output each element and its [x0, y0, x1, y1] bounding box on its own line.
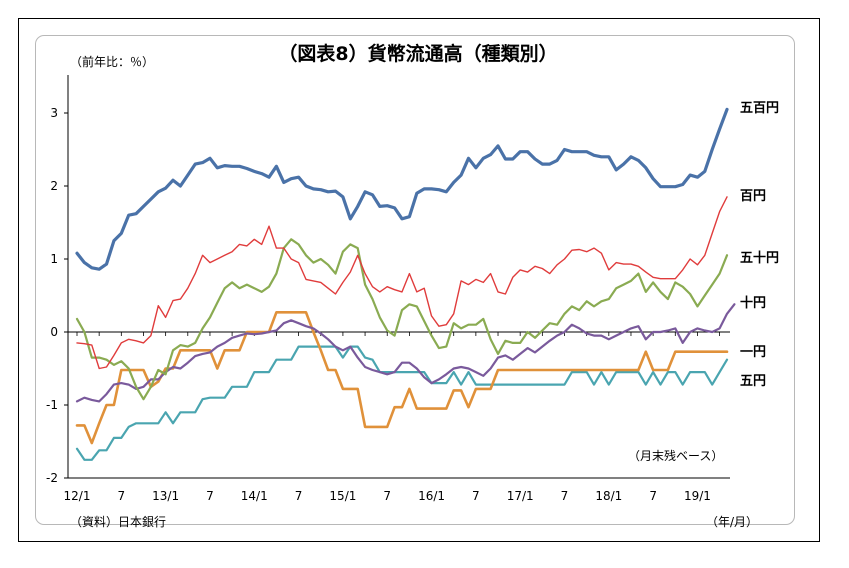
series-line — [75, 238, 729, 401]
x-tick-label: 7 — [383, 489, 391, 503]
chart-area-border — [35, 35, 795, 525]
series-label: 百円 — [740, 189, 766, 204]
x-tick-label: 12/1 — [64, 489, 91, 503]
series-label: 五十円 — [740, 250, 779, 266]
x-tick-label: 7 — [295, 489, 303, 503]
x-axis-label: （年/月） — [706, 515, 758, 529]
series-line — [76, 196, 728, 370]
chart-title: （図表8）貨幣流通高（種類別） — [278, 42, 557, 65]
x-tick-label: 18/1 — [595, 489, 622, 503]
series-lines — [75, 107, 736, 461]
y-ticks: 3 2 1 0 -1 -2 — [46, 106, 68, 485]
y-tick-label: 0 — [50, 325, 58, 339]
series-label: 一円 — [740, 345, 766, 360]
y-tick-label: -1 — [46, 398, 58, 412]
x-tick-label: 19/1 — [684, 489, 711, 503]
y-tick-label: -2 — [46, 471, 58, 485]
x-tick-label: 7 — [117, 489, 125, 503]
x-tick-label: 7 — [561, 489, 569, 503]
y-tick-label: 1 — [50, 252, 58, 266]
x-tick-label: 7 — [649, 489, 657, 503]
series-label: 五百円 — [740, 101, 779, 116]
chart-frame — [18, 18, 820, 542]
y-tick-label: 2 — [50, 179, 58, 193]
x-tick-label: 17/1 — [507, 489, 534, 503]
series-line — [75, 107, 729, 271]
series-line — [75, 345, 729, 461]
x-tick-label: 16/1 — [418, 489, 445, 503]
x-tick-label: 13/1 — [152, 489, 179, 503]
y-axis-label: （前年比：％） — [70, 54, 154, 69]
x-tick-label: 14/1 — [241, 489, 268, 503]
x-tick-label: 7 — [472, 489, 480, 503]
series-line — [75, 303, 736, 403]
y-tick-label: 3 — [50, 106, 58, 120]
series-label: 五円 — [740, 374, 766, 389]
x-tick-label: 15/1 — [329, 489, 356, 503]
x-tick-label: 7 — [206, 489, 214, 503]
note-label: （月末残ベース） — [628, 449, 723, 463]
source-label: （資料）日本銀行 — [70, 515, 166, 529]
series-label: 十円 — [740, 295, 766, 311]
series-line — [75, 310, 729, 445]
